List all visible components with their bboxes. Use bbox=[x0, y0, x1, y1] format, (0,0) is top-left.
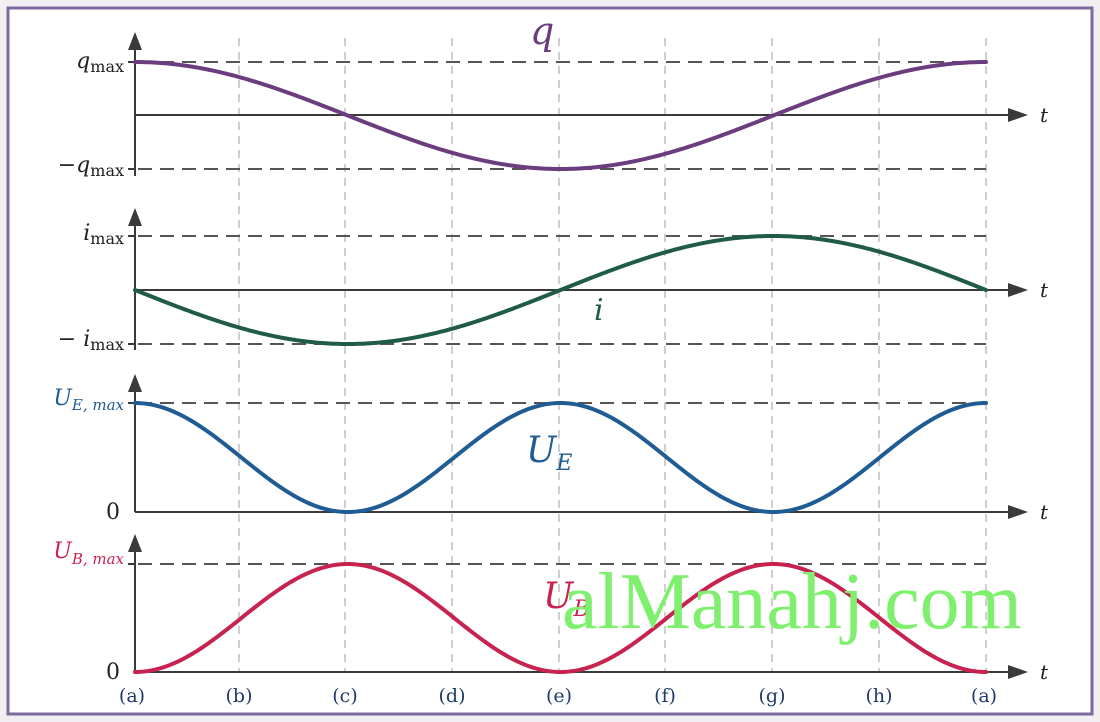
time-label-h: (h) bbox=[865, 685, 892, 707]
ue-max-label: UE, max bbox=[53, 386, 124, 414]
q-time-arrow bbox=[1008, 108, 1028, 122]
time-label-d: (d) bbox=[439, 685, 466, 707]
figure-frame bbox=[6, 6, 1094, 716]
imax-label: imax bbox=[83, 221, 124, 248]
ue-y-arrow bbox=[128, 374, 142, 392]
q-y-arrow bbox=[128, 32, 142, 50]
ub-time-label: t bbox=[1040, 660, 1049, 684]
time-label-g: (g) bbox=[759, 685, 786, 707]
time-label-e: (e) bbox=[546, 685, 572, 707]
ub-time-arrow bbox=[1008, 665, 1028, 679]
time-label-c: (c) bbox=[332, 685, 357, 707]
ue-time-label: t bbox=[1040, 500, 1049, 524]
current-curve-label: i bbox=[594, 293, 604, 328]
charge-curve-label: q bbox=[530, 9, 554, 53]
ub-zero-label: 0 bbox=[106, 660, 120, 685]
qmax-label: qmax bbox=[76, 49, 124, 76]
time-label-f: (f) bbox=[654, 685, 676, 707]
electric-energy-curve bbox=[133, 400, 988, 515]
magnetic-energy-curve bbox=[133, 561, 988, 675]
panel-electric-energy: UE, max 0 t UE bbox=[53, 374, 1049, 525]
panel-current: imax − imax t i bbox=[58, 208, 1049, 354]
ue-time-arrow bbox=[1008, 505, 1028, 519]
time-gridlines bbox=[238, 38, 987, 672]
watermark-text: alManahj.com bbox=[562, 558, 1022, 646]
ub-y-arrow bbox=[128, 534, 142, 552]
ub-max-label: UB, max bbox=[53, 539, 124, 568]
neg-imax-label: − imax bbox=[58, 327, 124, 354]
time-label-a: (a) bbox=[119, 685, 145, 707]
charge-curve bbox=[133, 60, 988, 172]
i-time-label: t bbox=[1040, 278, 1049, 302]
i-time-arrow bbox=[1008, 283, 1028, 297]
q-time-label: t bbox=[1040, 103, 1049, 127]
electric-energy-curve-label: UE bbox=[526, 430, 572, 476]
time-label-b: (b) bbox=[226, 685, 253, 707]
time-point-labels: (a) (b) (c) (d) (e) (f) (g) (h) (a) bbox=[119, 685, 997, 707]
current-curve bbox=[133, 233, 988, 347]
neg-qmax-label: −qmax bbox=[58, 153, 124, 180]
panel-magnetic-energy: UB, max 0 t UB bbox=[53, 534, 1049, 685]
ue-zero-label: 0 bbox=[106, 500, 120, 525]
panel-charge: qmax −qmax t q bbox=[58, 9, 1049, 180]
time-label-a-end: (a) bbox=[971, 685, 997, 707]
i-y-arrow bbox=[128, 208, 142, 226]
magnetic-energy-curve-label: UB bbox=[543, 576, 590, 622]
